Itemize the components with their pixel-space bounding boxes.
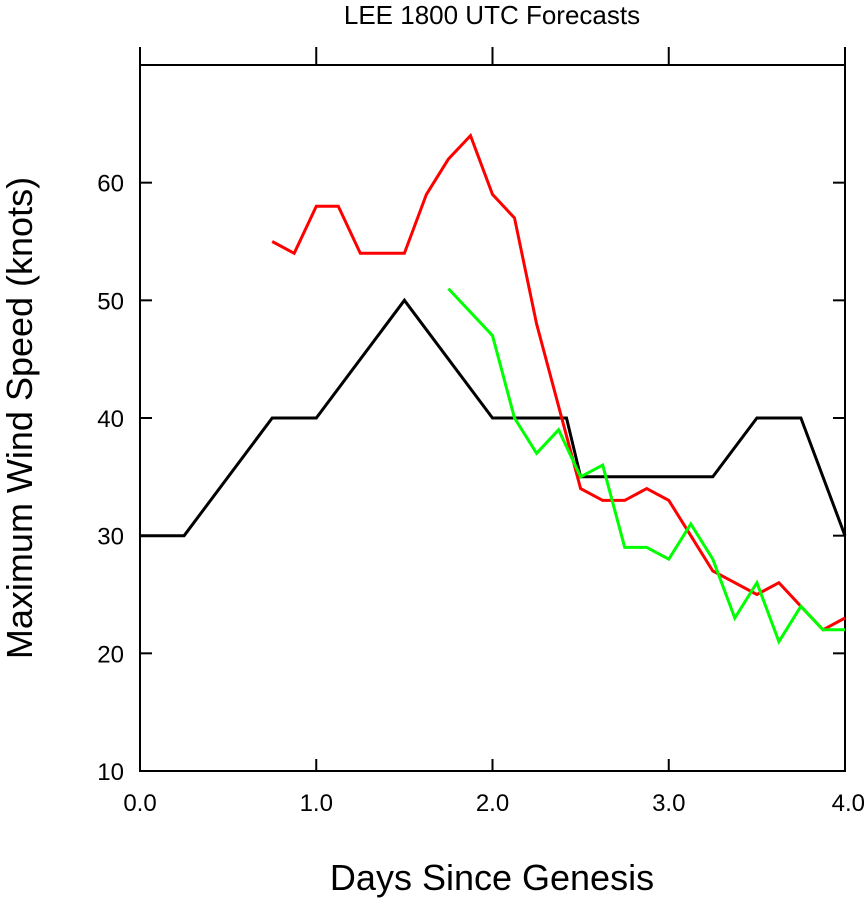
y-axis: 10 20 30 40 50 60 [97,171,845,786]
series-line-black [140,297,847,538]
y-tick-label: 20 [97,641,124,668]
x-tick-label: 3.0 [652,790,685,817]
x-axis: 0.0 1.0 2.0 3.0 4.0 [123,47,865,817]
y-tick-label: 40 [97,406,124,433]
x-axis-title: Days Since Genesis [330,857,654,898]
x-tick-label: 1.0 [300,790,333,817]
series-line-green [447,287,845,645]
y-tick-label: 10 [97,759,124,786]
chart-title: LEE 1800 UTC Forecasts [344,0,640,30]
y-axis-title: Maximum Wind Speed (knots) [0,177,40,659]
x-tick-label: 2.0 [476,790,509,817]
x-tick-label: 0.0 [123,790,156,817]
x-tick-label: 4.0 [832,790,865,817]
y-tick-label: 30 [97,524,124,551]
y-tick-label: 60 [97,171,124,198]
series-line-red [271,132,846,632]
series-layer [140,132,847,645]
y-tick-label: 50 [97,288,124,315]
